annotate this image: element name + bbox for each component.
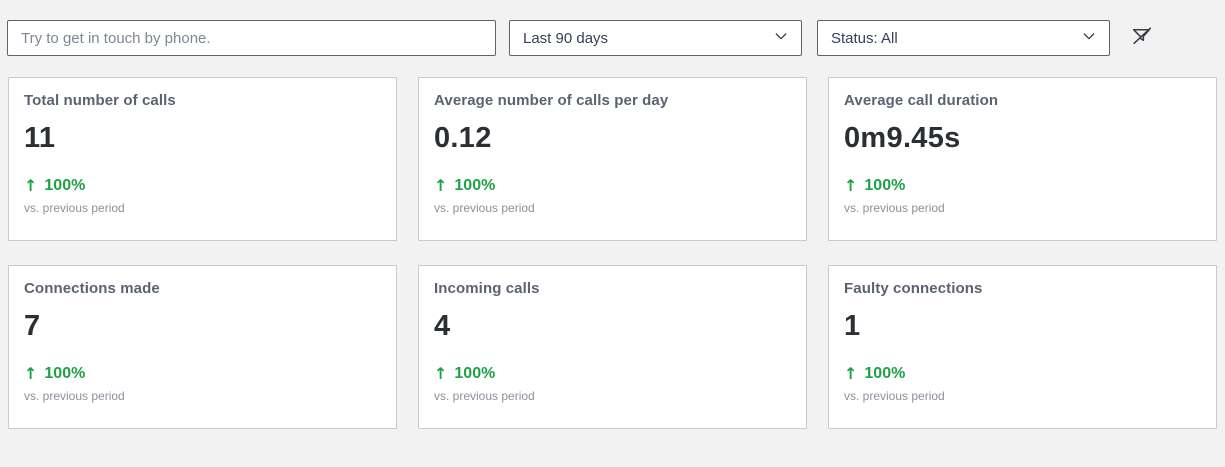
up-arrow-icon: ↑: [434, 364, 448, 383]
delta-percent: 100%: [864, 364, 906, 382]
chevron-down-icon: [773, 28, 789, 49]
card-delta: ↑ 100%: [24, 176, 381, 195]
stat-card-total-calls: Total number of calls 11 ↑ 100% vs. prev…: [8, 77, 397, 241]
search-input[interactable]: [7, 20, 496, 56]
card-title: Average number of calls per day: [434, 92, 669, 109]
stat-card-avg-calls-per-day: Average number of calls per day 0.12 ↑ 1…: [418, 77, 807, 241]
card-title: Incoming calls: [434, 280, 540, 297]
card-caption: vs. previous period: [844, 389, 945, 403]
card-caption: vs. previous period: [24, 201, 125, 215]
status-value: Status: All: [831, 29, 898, 47]
stat-card-incoming-calls: Incoming calls 4 ↑ 100% vs. previous per…: [418, 265, 807, 429]
card-delta: ↑ 100%: [434, 176, 791, 195]
card-value: 0m9.45s: [844, 122, 961, 154]
card-caption: vs. previous period: [844, 201, 945, 215]
card-title: Average call duration: [844, 92, 999, 109]
stat-card-connections-made: Connections made 7 ↑ 100% vs. previous p…: [8, 265, 397, 429]
up-arrow-icon: ↑: [844, 364, 858, 383]
date-range-dropdown[interactable]: Last 90 days: [509, 20, 802, 56]
filter-off-icon: [1130, 24, 1155, 52]
chevron-down-icon: [1081, 28, 1097, 49]
card-title: Connections made: [24, 280, 160, 297]
stats-cards-grid: Total number of calls 11 ↑ 100% vs. prev…: [8, 77, 1217, 429]
delta-percent: 100%: [454, 364, 496, 382]
card-title: Faulty connections: [844, 280, 983, 297]
delta-percent: 100%: [44, 176, 86, 194]
card-value: 0.12: [434, 122, 492, 154]
card-value: 7: [24, 310, 41, 342]
card-delta: ↑ 100%: [434, 364, 791, 383]
delta-percent: 100%: [864, 176, 906, 194]
card-caption: vs. previous period: [24, 389, 125, 403]
up-arrow-icon: ↑: [844, 176, 858, 195]
up-arrow-icon: ↑: [434, 176, 448, 195]
delta-percent: 100%: [454, 176, 496, 194]
stat-card-faulty-connections: Faulty connections 1 ↑ 100% vs. previous…: [828, 265, 1217, 429]
up-arrow-icon: ↑: [24, 364, 38, 383]
stat-card-avg-call-duration: Average call duration 0m9.45s ↑ 100% vs.…: [828, 77, 1217, 241]
card-value: 11: [24, 122, 56, 154]
up-arrow-icon: ↑: [24, 176, 38, 195]
status-dropdown[interactable]: Status: All: [817, 20, 1110, 56]
card-value: 1: [844, 310, 861, 342]
card-value: 4: [434, 310, 451, 342]
clear-filters-button[interactable]: [1127, 23, 1157, 53]
card-caption: vs. previous period: [434, 389, 535, 403]
card-delta: ↑ 100%: [24, 364, 381, 383]
card-delta: ↑ 100%: [844, 176, 1201, 195]
card-caption: vs. previous period: [434, 201, 535, 215]
date-range-value: Last 90 days: [523, 29, 609, 47]
delta-percent: 100%: [44, 364, 86, 382]
filters-toolbar: Last 90 days Status: All: [7, 20, 1225, 56]
card-title: Total number of calls: [24, 92, 176, 109]
card-delta: ↑ 100%: [844, 364, 1201, 383]
